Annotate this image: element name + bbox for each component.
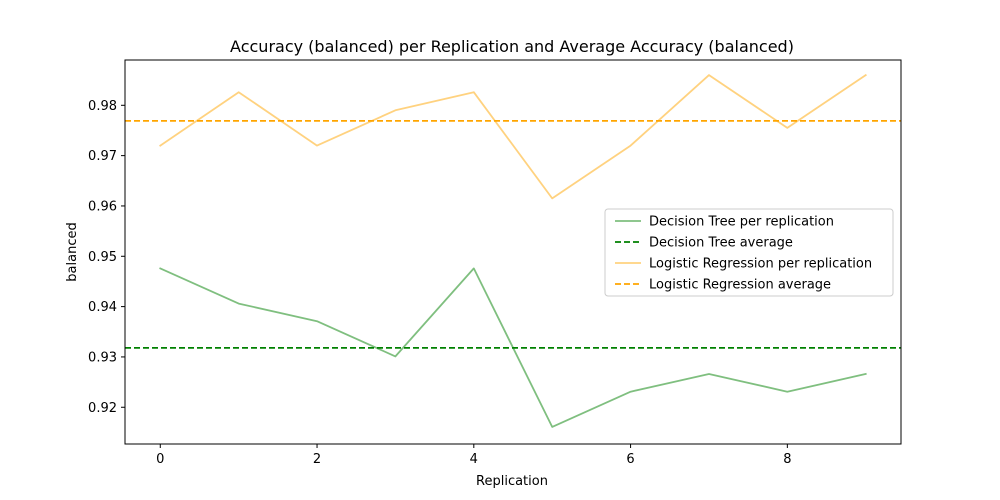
y-tick-label: 0.97 (88, 149, 117, 164)
legend-entry-label: Logistic Regression per replication (649, 257, 872, 272)
logistic-regression-per-replication-line (159, 73, 867, 200)
legend-entry-label: Logistic Regression average (649, 278, 831, 293)
chart-title: Accuracy (balanced) per Replication and … (230, 37, 794, 56)
legend-box (604, 208, 894, 297)
plot-frame (124, 59, 902, 445)
plot-area (125, 73, 901, 428)
series-group (125, 73, 901, 428)
y-tick-label: 0.95 (88, 250, 117, 265)
x-axis: 0 2 4 6 8 (156, 444, 791, 467)
legend-entry-label: Decision Tree average (649, 236, 793, 251)
x-tick-label: 2 (313, 452, 321, 467)
x-tick-label: 6 (626, 452, 634, 467)
x-tick-label: 0 (156, 452, 164, 467)
y-tick-label: 0.93 (88, 350, 117, 365)
y-axis: 0.92 0.93 0.94 0.95 0.96 0.97 0.98 (88, 99, 125, 416)
y-tick-label: 0.98 (88, 99, 117, 114)
legend: Decision Tree per replication Decision Tr… (604, 208, 894, 297)
y-tick-label: 0.96 (88, 199, 117, 214)
y-tick-label: 0.94 (88, 300, 117, 315)
x-axis-label: Replication (476, 474, 548, 489)
y-tick-label: 0.92 (88, 401, 117, 416)
x-tick-label: 4 (470, 452, 478, 467)
x-tick-label: 8 (783, 452, 791, 467)
legend-entry-label: Decision Tree per replication (649, 215, 834, 230)
y-axis-label: balanced (65, 222, 80, 281)
